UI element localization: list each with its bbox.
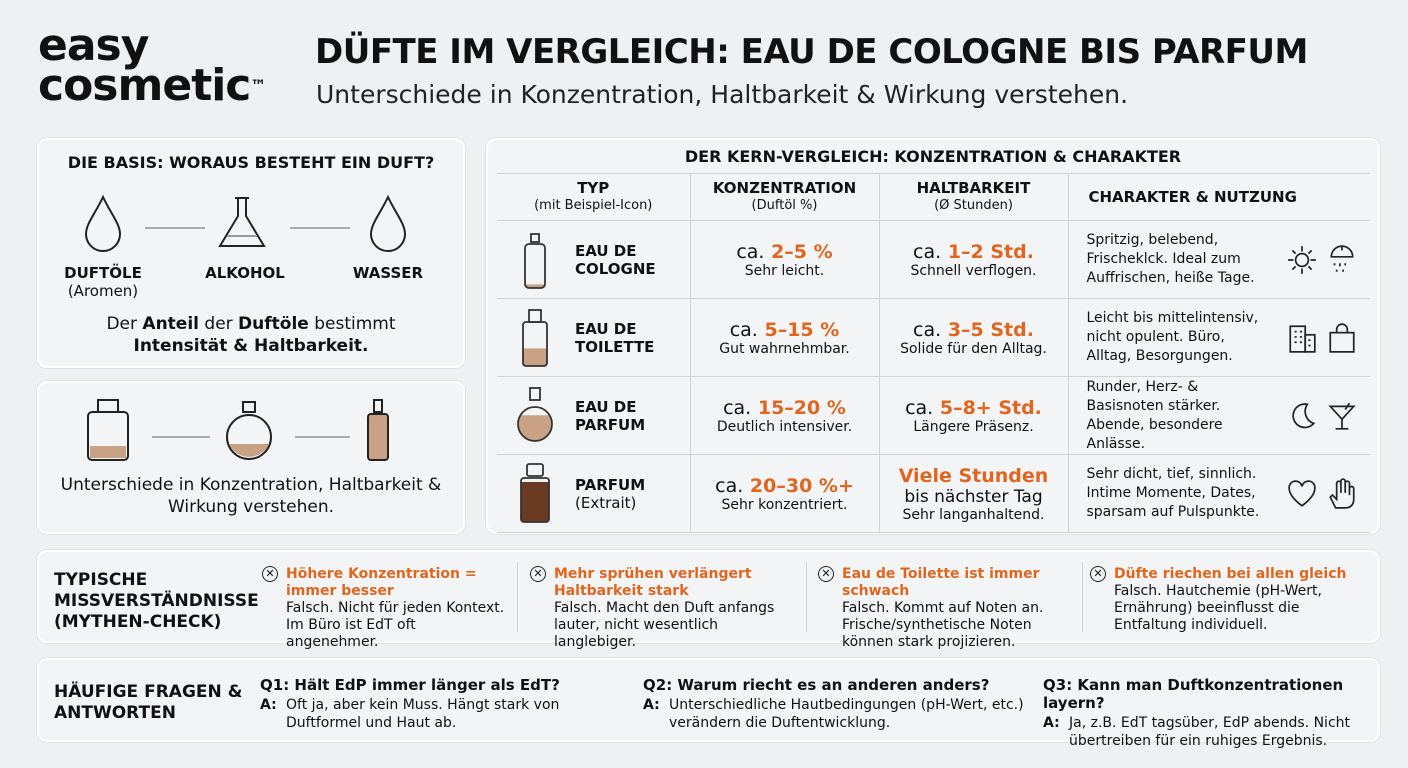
bottle-icon (520, 462, 550, 523)
concentration-cell: ca. 2–5 % Sehr leicht. (689, 220, 880, 299)
shower-icon (1330, 244, 1354, 272)
moon-icon (1292, 402, 1316, 428)
spray-bottle-icon (226, 401, 272, 460)
type-name: PARFUM (Extrait) (575, 475, 646, 512)
table-row: PARFUM (Extrait) ca. 20–30 %+ Sehr konzent… (497, 454, 1370, 533)
faq-title: HÄUFIGE FRAGEN & ANTWORTEN (54, 682, 243, 723)
bottles-diagram (87, 399, 389, 461)
basis-text: Der Anteil der Duftöle bestimmt Intensitä… (106, 314, 396, 356)
faq-panel (37, 658, 1380, 742)
x-circle-icon: ✕ (818, 566, 834, 582)
myth-item: ✕ Mehr sprühen verlängert Haltbarkeit sta… (530, 566, 794, 651)
shopping-bag-icon (1329, 322, 1355, 353)
duration-extra: bis nächster Tag (904, 486, 1043, 507)
duration-value: ca. 1–2 Std. (913, 240, 1034, 263)
table-header-row: TYP (mit Beispiel-Icon) KONZENTRATION (Duf… (497, 173, 1370, 221)
character-cell: Spritzig, belebend, Frischeklck. Ideal z… (1067, 220, 1370, 299)
table-row: EAU DE PARFUM ca. 15–20 % Deutlich intens… (497, 376, 1370, 455)
office-building-icon (1289, 324, 1316, 353)
basis-title: DIE BASIS: WORAUS BESTEHT EIN DUFT? (67, 153, 435, 172)
character-cell: Leicht bis mittelintensiv, nicht opulent… (1067, 298, 1370, 377)
bottle-icon (87, 399, 129, 461)
atomizer-icon (367, 399, 389, 461)
duration-cell: ca. 5–8+ Std. Längere Präsenz. (878, 376, 1069, 455)
x-circle-icon: ✕ (262, 566, 278, 582)
page-title: DÜFTE IM VERGLEICH: EAU DE COLOGNE BIS P… (315, 32, 1308, 72)
brand-logo: easy cosmetic™ (38, 20, 266, 111)
type-cell: EAU DE TOILETTE (497, 298, 691, 377)
basis-panel (37, 138, 465, 368)
bottles-caption: Unterschiede in Konzentration, Haltbarke… (60, 475, 442, 517)
ingredient-alcohol: ALKOHOL (205, 264, 285, 282)
table-row: EAU DE COLOGNE ca. 2–5 % Sehr leicht. ca.… (497, 220, 1370, 299)
myth-item: ✕ Eau de Toilette ist immer schwach Falsch… (818, 566, 1082, 651)
table-row: EAU DE TOILETTE ca. 5–15 % Gut wahrnehmba… (497, 298, 1370, 377)
drop-icon (369, 194, 407, 252)
cocktail-icon (1328, 402, 1356, 430)
concentration-cell: ca. 5–15 % Gut wahrnehmbar. (689, 298, 880, 377)
col-charakter: CHARAKTER & NUTZUNG (1067, 173, 1370, 221)
type-name: EAU DE TOILETTE (575, 319, 655, 356)
page-subtitle: Unterschiede in Konzentration, Haltbarke… (316, 80, 1129, 109)
ingredient-water: WASSER (352, 264, 424, 282)
faq-item: Q3: Kann man Duftkonzentrationen layern?… (1043, 676, 1351, 749)
type-name: EAU DE COLOGNE (575, 241, 656, 278)
type-name: EAU DE PARFUM (575, 397, 646, 434)
faq-item: Q1: Hält EdP immer länger als EdT? A: Oft … (260, 676, 560, 731)
bottle-icon (517, 386, 553, 442)
character-cell: Runder, Herz- & Basisnoten stärker. Aben… (1067, 376, 1370, 455)
duration-cell: ca. 3–5 Std. Solide für den Alltag. (878, 298, 1069, 377)
col-haltbarkeit: HALTBARKEIT (Ø Stunden) (878, 173, 1069, 221)
duration-cell: ca. 1–2 Std. Schnell verflogen. (878, 220, 1069, 299)
duration-cell: Viele Stunden bis nächster Tag Sehr langan… (878, 454, 1069, 533)
bottle-icon (524, 232, 546, 289)
concentration-cell: ca. 20–30 %+ Sehr konzentriert. (689, 454, 880, 533)
myth-item: ✕ Höhere Konzentration = immer besser Fals… (262, 566, 506, 651)
type-cell: PARFUM (Extrait) (497, 454, 691, 533)
faq-item: Q2: Warum riecht es an anderen anders? A:… (643, 676, 1024, 731)
x-circle-icon: ✕ (530, 566, 546, 582)
sun-icon (1288, 245, 1316, 274)
type-cell: EAU DE PARFUM (497, 376, 691, 455)
duration-value: ca. 5–8+ Std. (905, 396, 1042, 419)
myths-title: TYPISCHE MISSVERSTÄNDNISSE (MYTHEN-CHECK… (54, 570, 259, 632)
flask-icon (218, 197, 266, 247)
col-typ: TYP (mit Beispiel-Icon) (497, 173, 691, 221)
duration-value: Viele Stunden (898, 464, 1049, 487)
ingredient-oils: DUFTÖLE (Aromen) (64, 264, 142, 300)
type-cell: EAU DE COLOGNE (497, 220, 691, 299)
bottle-icon (522, 308, 548, 367)
comparison-title: DER KERN-VERGLEICH: KONZENTRATION & CHAR… (684, 147, 1182, 166)
col-konzentration: KONZENTRATION (Duftöl %) (689, 173, 880, 221)
drop-icon (84, 194, 122, 252)
concentration-cell: ca. 15–20 % Deutlich intensiver. (689, 376, 880, 455)
duration-value: ca. 3–5 Std. (913, 318, 1034, 341)
ingredients-diagram (84, 194, 407, 252)
character-cell: Sehr dicht, tief, sinnlich. Intime Momen… (1067, 454, 1370, 533)
hand-icon (1329, 477, 1355, 509)
myth-item: ✕ Düfte riechen bei allen gleich Falsch. H… (1090, 566, 1369, 634)
x-circle-icon: ✕ (1090, 566, 1106, 582)
myths-panel (37, 550, 1380, 643)
heart-icon (1288, 479, 1316, 507)
comparison-table: TYP (mit Beispiel-Icon) KONZENTRATION (Duf… (497, 173, 1370, 533)
